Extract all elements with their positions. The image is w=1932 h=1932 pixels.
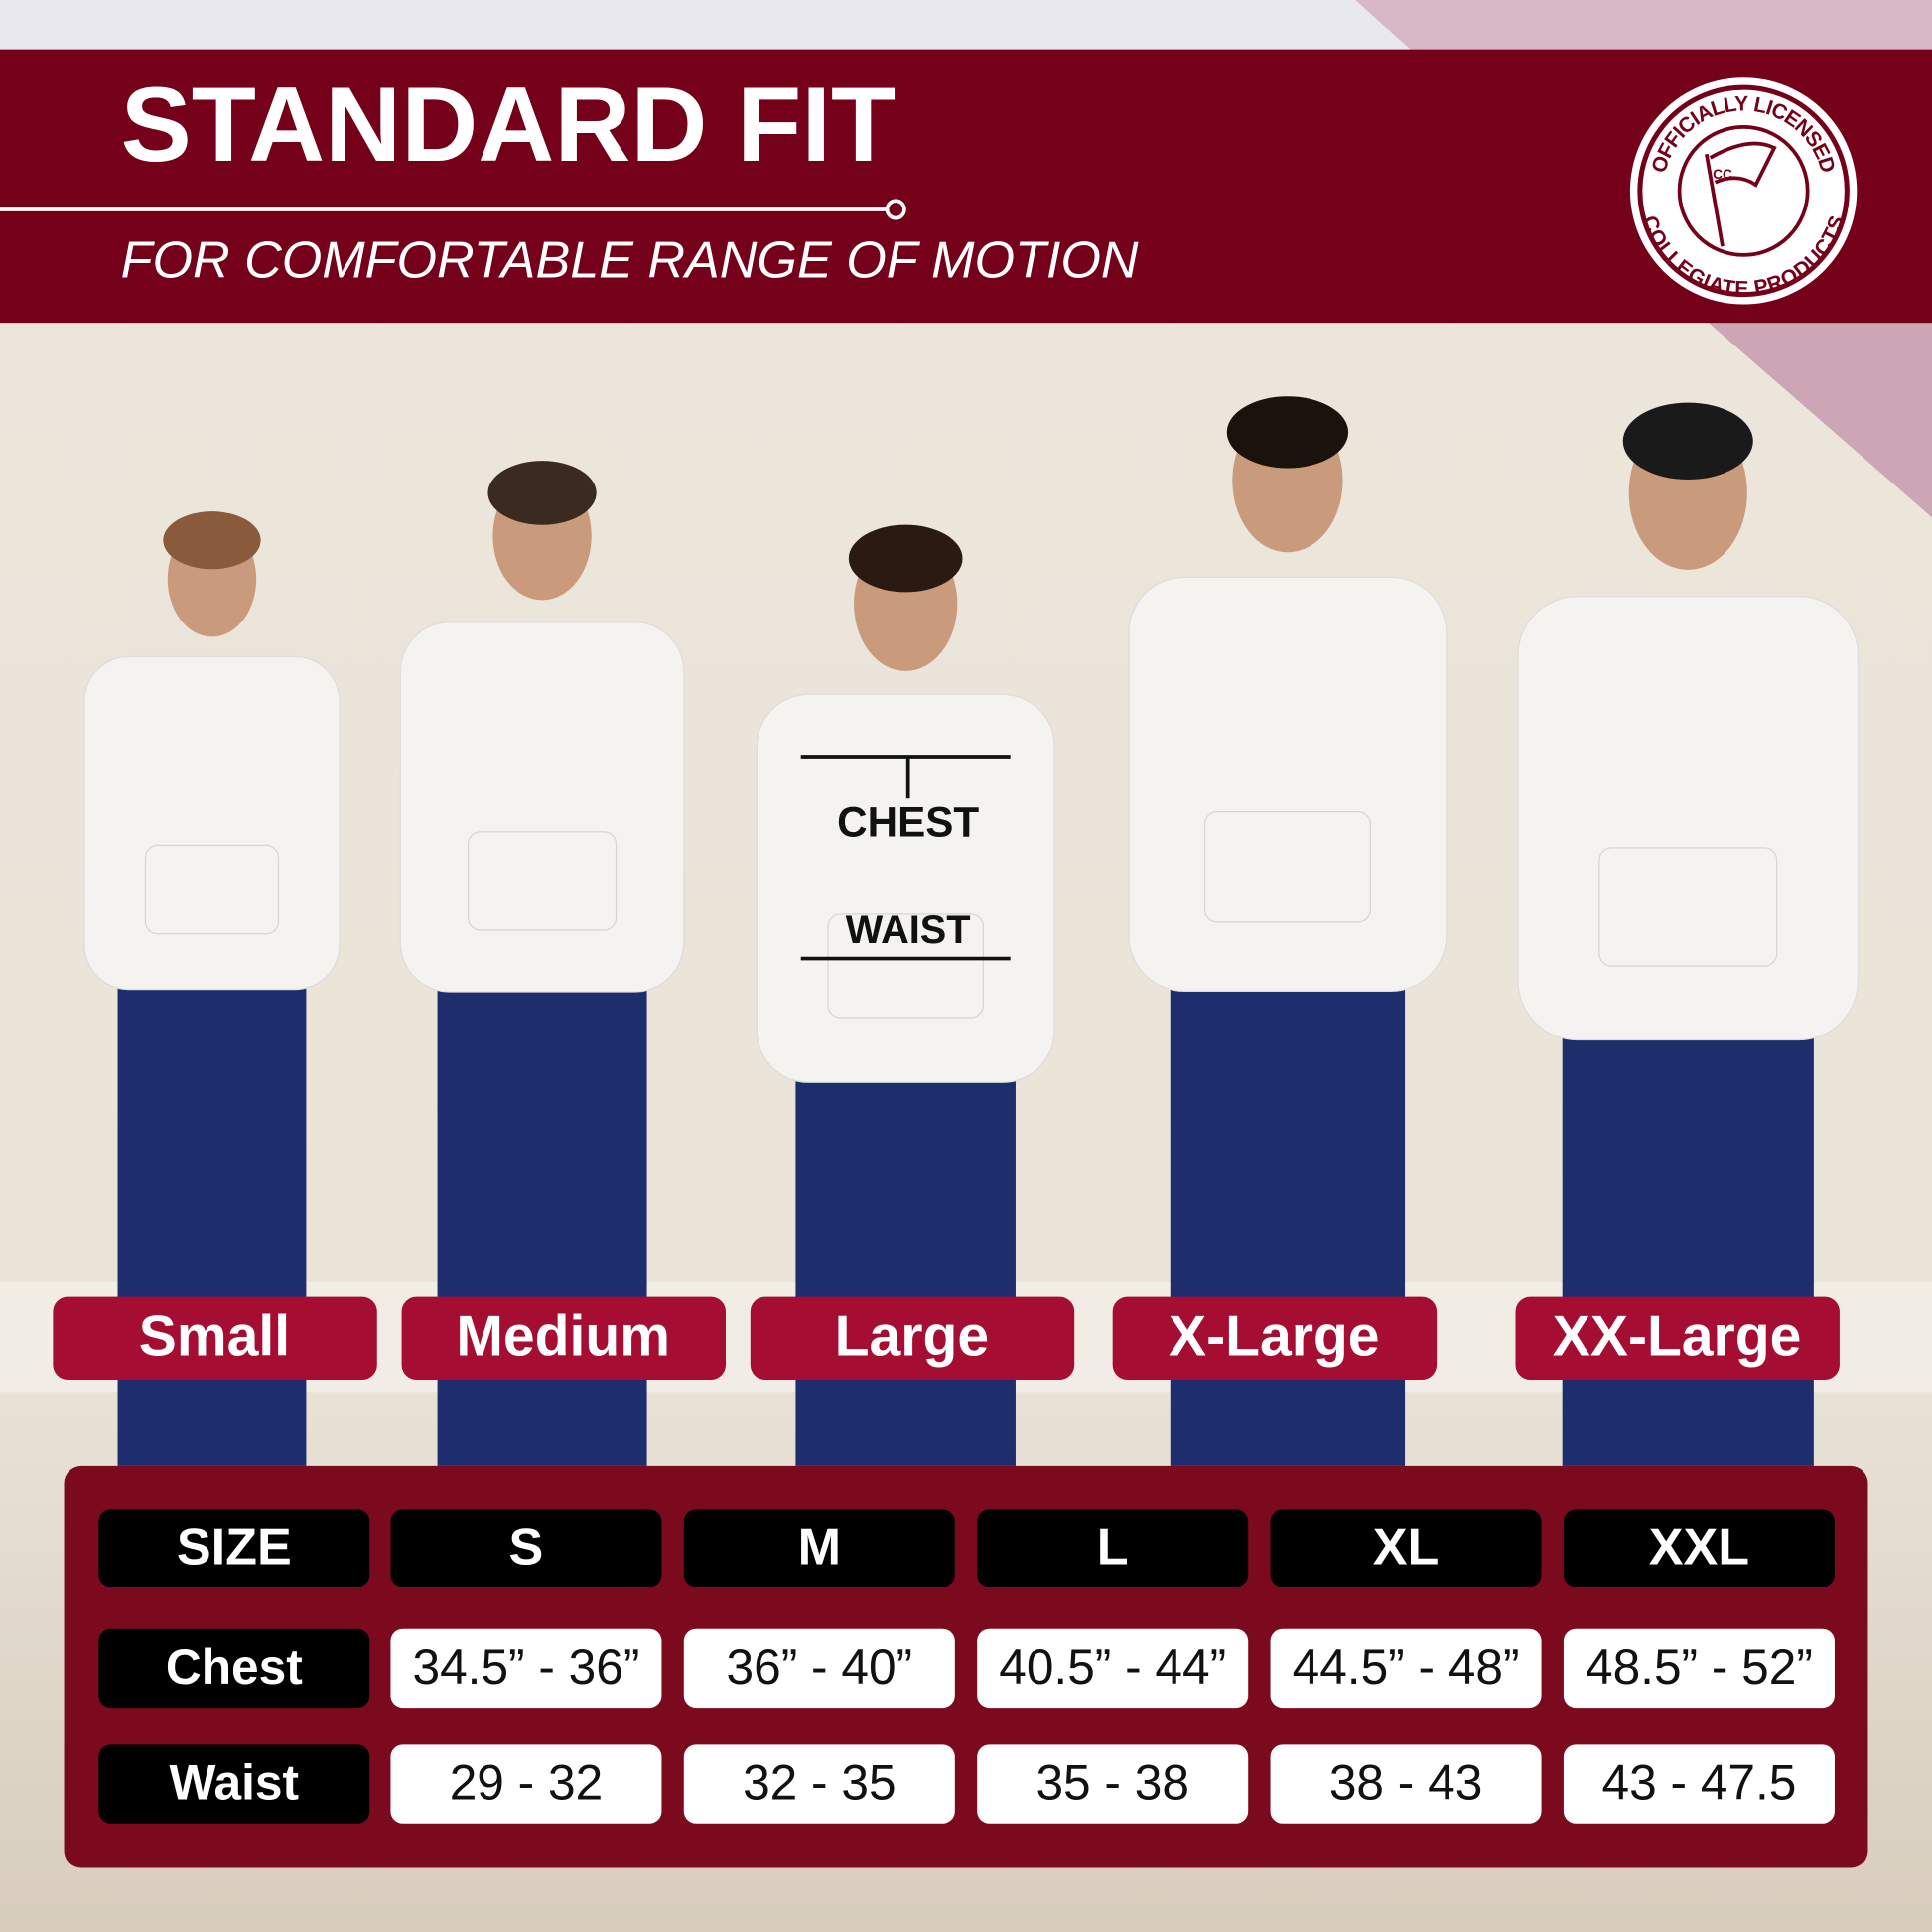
chest-label: CHEST [837,799,979,846]
pocket [1598,847,1778,967]
table-cell [977,1509,1249,1587]
jeans [1562,1010,1814,1466]
divider-dot [885,199,906,220]
table-cell [390,1744,662,1824]
table-cell [683,1628,955,1709]
table-cell [977,1744,1249,1824]
table-cell-text: 34.5” - 36” [412,1639,639,1695]
table-cell-text: 35 - 38 [1035,1755,1189,1811]
size-pill [53,1296,377,1380]
size-label: X-Large [1169,1305,1380,1368]
table-cell [98,1509,370,1587]
table-cell [977,1628,1249,1709]
table-cell [1563,1744,1835,1824]
hoodie [83,655,341,991]
hair [848,524,963,593]
table-cell [1563,1628,1835,1709]
table-cell [683,1509,955,1587]
table-cell-text: M [798,1519,841,1577]
jeans [117,967,307,1466]
hair [163,511,261,570]
size-label: Medium [456,1305,670,1368]
size-pill [750,1296,1075,1380]
pocket [827,913,984,1019]
jeans [1170,963,1406,1466]
table-cell-text: Chest [166,1639,303,1695]
table-cell-text: XL [1373,1519,1440,1577]
measure-guides: CHEST WAIST [800,755,1011,961]
table-cell-text: XXL [1649,1519,1749,1577]
table-cell-text: 38 - 43 [1329,1755,1483,1811]
table-cell [98,1744,370,1824]
jeans [437,967,647,1466]
table-cell-text: 29 - 32 [450,1755,604,1811]
table-cell-text: 36” - 40” [727,1639,913,1695]
hoodie [399,621,685,993]
table-cell [390,1509,662,1587]
size-label: Large [835,1305,989,1368]
pocket [467,831,618,931]
hoodie [1128,576,1448,992]
table-cell-text: Waist [170,1755,300,1811]
people [83,396,1860,1466]
table-cell [683,1744,955,1824]
table-cell [1563,1509,1835,1587]
table-cell-text: 48.5” - 52” [1586,1639,1813,1695]
size-label: Small [139,1305,290,1368]
table-cell-text: SIZE [177,1519,292,1577]
table-cell [390,1628,662,1709]
size-table: SIZE S M L XL XXL Chest 34.5” - 36” 36” - 40” 40.… [98,1509,1835,1824]
size-pill [401,1296,726,1380]
table-cell [1270,1744,1542,1824]
size-pill [1112,1296,1438,1380]
table-cell-text: S [509,1519,544,1577]
pink-triangle-2 [1663,283,1932,518]
subtitle: FOR COMFORTABLE RANGE OF MOTION [121,231,1139,289]
size-label: XX-Large [1553,1305,1802,1368]
table-cell-text: 32 - 35 [743,1755,896,1811]
table-cell-text: L [1097,1519,1129,1577]
header-band [0,49,1932,324]
table-cell [1270,1628,1542,1709]
hair [1622,402,1753,481]
size-pills: Small Medium Large X-Large XX-Large [53,1296,1840,1380]
jeans [795,1056,1016,1466]
table-cell [1270,1509,1542,1587]
waist-label: WAIST [846,908,971,952]
hair [487,461,597,525]
hair [1226,396,1349,469]
table-cell-text: 44.5” - 48” [1293,1639,1520,1695]
hoodie [1517,596,1860,1041]
table-cell [98,1628,370,1709]
pocket [1203,810,1371,923]
hoodie [756,693,1055,1083]
table-cell-text: 43 - 47.5 [1601,1755,1796,1811]
title: STANDARD FIT [121,65,897,184]
table-cell-text: 40.5” - 44” [999,1639,1226,1695]
pocket [144,844,280,935]
size-pill [1515,1296,1840,1380]
badge: OFFICIALLY LICENSED COLLEGIATE PRODUCTS … [1629,77,1858,305]
